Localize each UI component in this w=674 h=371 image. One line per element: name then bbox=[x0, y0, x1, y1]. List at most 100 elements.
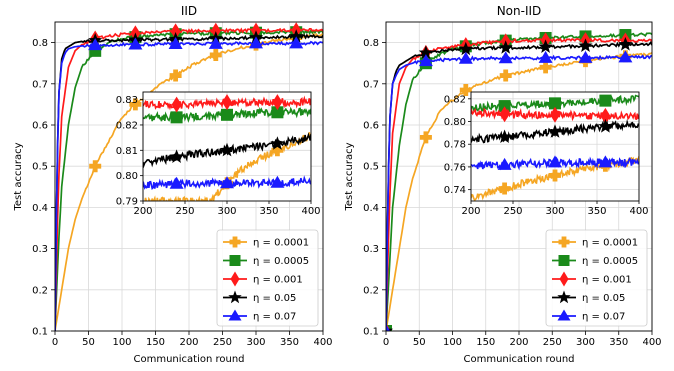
legend-label: η = 0.0005 bbox=[253, 256, 309, 267]
x-tick-label: 350 bbox=[609, 337, 628, 348]
inset-y-tick-label: 0.79 bbox=[116, 197, 138, 208]
x-axis-label: Communication round bbox=[463, 354, 574, 365]
inset-data-marker bbox=[221, 108, 233, 121]
inset-data-marker bbox=[222, 94, 232, 111]
y-tick-label: 0.4 bbox=[32, 203, 48, 214]
inset-x-tick-label: 200 bbox=[133, 206, 152, 217]
x-tick-label: 50 bbox=[82, 337, 95, 348]
y-tick-label: 0.5 bbox=[363, 162, 379, 173]
data-marker bbox=[538, 39, 553, 53]
data-marker bbox=[210, 22, 221, 39]
x-tick-label: 350 bbox=[280, 337, 299, 348]
data-marker bbox=[128, 37, 143, 50]
series-line bbox=[55, 32, 323, 331]
inset-y-tick-label: 0.80 bbox=[444, 117, 466, 128]
axes-frame bbox=[54, 21, 324, 332]
x-tick-label: 250 bbox=[543, 337, 562, 348]
x-tick-label: 300 bbox=[246, 337, 265, 348]
y-tick-label: 0.3 bbox=[32, 244, 48, 255]
inset-data-marker bbox=[549, 97, 561, 110]
inset-y-tick-label: 0.80 bbox=[116, 171, 138, 182]
legend-label: η = 0.07 bbox=[582, 312, 625, 323]
y-axis-label: Test accuracy bbox=[344, 142, 355, 211]
legend-marker bbox=[557, 290, 571, 304]
data-marker bbox=[458, 51, 473, 64]
data-marker bbox=[129, 98, 142, 111]
x-tick-label: 100 bbox=[443, 337, 462, 348]
legend-marker bbox=[557, 309, 571, 321]
data-marker bbox=[458, 41, 473, 56]
legend-label: η = 0.0005 bbox=[582, 256, 638, 267]
series-line bbox=[386, 54, 652, 331]
x-tick-label: 0 bbox=[383, 337, 389, 348]
inset-data-marker bbox=[599, 94, 612, 107]
inset-y-tick-label: 0.83 bbox=[116, 95, 138, 106]
x-tick-label: 400 bbox=[642, 337, 661, 348]
legend-label: η = 0.05 bbox=[582, 293, 625, 304]
y-tick-label: 0.7 bbox=[363, 79, 379, 90]
legend-marker bbox=[558, 255, 570, 266]
y-axis-label: Test accuracy bbox=[13, 142, 24, 211]
legend-label: η = 0.001 bbox=[253, 275, 303, 286]
legend: η = 0.0001 η = 0.0005 η = 0.001 η = 0.05 η =… bbox=[545, 229, 648, 327]
x-tick-label: 100 bbox=[112, 337, 131, 348]
chart-panel-iid: 0 50 100 150 200 250 300 350 400 0.1 0.2 0.3 0.4 0.5 0… bbox=[13, 4, 333, 365]
legend-label: η = 0.0001 bbox=[253, 238, 309, 249]
x-tick-label: 300 bbox=[576, 337, 595, 348]
inset-data-marker bbox=[547, 124, 563, 138]
data-marker bbox=[499, 69, 512, 82]
legend-marker bbox=[559, 271, 569, 287]
data-marker bbox=[418, 54, 433, 67]
inset-data-marker bbox=[600, 107, 611, 124]
inset-frame bbox=[142, 91, 312, 202]
inset-data-marker bbox=[598, 155, 613, 168]
inset-data-marker bbox=[220, 176, 234, 189]
inset-x-tick-label: 300 bbox=[545, 206, 564, 217]
inset-data-marker bbox=[171, 96, 182, 113]
legend: η = 0.0001 η = 0.0005 η = 0.001 η = 0.05 η =… bbox=[216, 229, 319, 327]
inset-x-tick-label: 400 bbox=[301, 206, 320, 217]
x-tick-label: 0 bbox=[52, 337, 58, 348]
inset-x-tick-label: 350 bbox=[259, 206, 278, 217]
inset-data-marker bbox=[271, 144, 284, 157]
inset-series-group bbox=[143, 94, 311, 201]
inset-y-tick-label: 0.78 bbox=[444, 140, 466, 151]
legend-label: η = 0.07 bbox=[253, 312, 296, 323]
data-marker bbox=[539, 61, 552, 74]
inset-data-marker bbox=[498, 182, 511, 195]
legend-box bbox=[216, 229, 319, 327]
inset-data-marker bbox=[169, 149, 184, 163]
inset-x-tick-label: 250 bbox=[503, 206, 522, 217]
inset-x-tick-label: 300 bbox=[217, 206, 236, 217]
data-marker bbox=[168, 37, 183, 50]
y-tick-label: 0.5 bbox=[32, 162, 48, 173]
inset-frame bbox=[470, 91, 640, 202]
legend-marker bbox=[558, 236, 570, 248]
legend-label: η = 0.001 bbox=[582, 275, 632, 286]
inset-data-marker bbox=[271, 106, 284, 119]
inset-x-tick-label: 400 bbox=[629, 206, 648, 217]
data-marker bbox=[208, 36, 223, 49]
data-marker bbox=[538, 50, 553, 63]
series-line bbox=[55, 27, 323, 331]
inset-data-marker bbox=[169, 176, 184, 189]
inset-data-marker bbox=[170, 111, 183, 124]
x-tick-label: 150 bbox=[476, 337, 495, 348]
y-tick-label: 0.1 bbox=[32, 327, 48, 338]
inset-series-group bbox=[471, 94, 639, 201]
inset-data-marker bbox=[550, 106, 560, 123]
y-tick-label: 0.6 bbox=[32, 121, 48, 132]
inset-y-tick-label: 0.82 bbox=[116, 120, 138, 131]
y-tick-label: 0.4 bbox=[363, 203, 379, 214]
data-marker bbox=[289, 36, 304, 49]
inset-x-tick-label: 350 bbox=[587, 206, 606, 217]
axes-frame bbox=[385, 21, 653, 332]
data-marker bbox=[618, 37, 633, 51]
data-marker bbox=[418, 45, 433, 59]
legend-marker bbox=[229, 236, 241, 248]
inset-x-tick-label: 250 bbox=[175, 206, 194, 217]
x-tick-label: 250 bbox=[213, 337, 232, 348]
inset-y-tick-label: 0.82 bbox=[444, 94, 466, 105]
data-marker bbox=[578, 38, 593, 52]
